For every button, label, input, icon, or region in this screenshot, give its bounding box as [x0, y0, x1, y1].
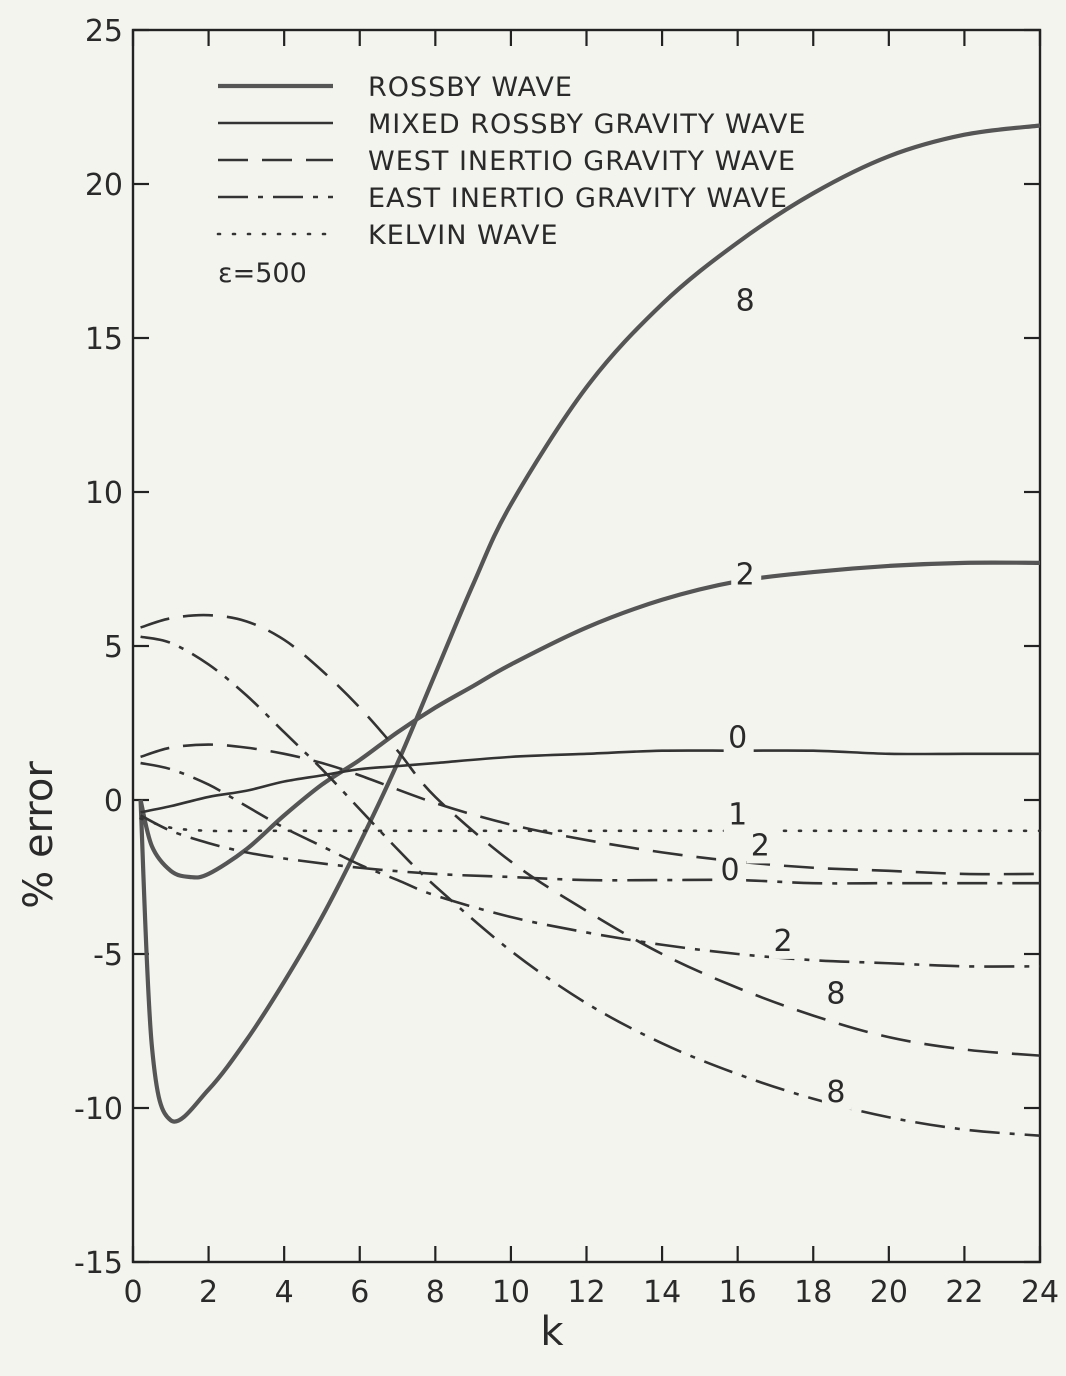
curve-label-bg: [821, 977, 852, 1012]
curve-label-bg: [731, 284, 762, 319]
east-curve: [140, 761, 1041, 968]
legend-label-west: WEST INERTIO GRAVITY WAVE: [368, 146, 796, 177]
curve-label: 2: [751, 828, 770, 863]
x-tick-label: 0: [123, 1275, 142, 1310]
x-tick-label: 2: [199, 1275, 218, 1310]
curve-label: 8: [736, 283, 755, 318]
x-tick-label: 24: [1021, 1275, 1059, 1310]
curve-label-bg: [769, 924, 800, 959]
rossby-curve: [138, 560, 1041, 880]
x-axis-label: k: [540, 1309, 564, 1355]
y-tick-label: 15: [85, 322, 123, 357]
y-tick-label: -10: [74, 1092, 123, 1127]
x-tick-label: 8: [426, 1275, 445, 1310]
curve-label: 0: [728, 721, 747, 756]
curve-label: 2: [773, 924, 792, 959]
curve-label-bg: [723, 721, 754, 756]
x-tick-label: 12: [567, 1275, 605, 1310]
curve-label-bg: [716, 854, 747, 889]
y-tick-label: 20: [85, 168, 123, 203]
curve-label: 8: [826, 976, 845, 1011]
curve-label-bg: [746, 829, 777, 864]
data-curves: [138, 123, 1042, 1138]
y-tick-label: 25: [85, 14, 123, 49]
x-tick-label: 16: [719, 1275, 757, 1310]
legend-label-mixed: MIXED ROSSBY GRAVITY WAVE: [368, 109, 806, 140]
west-curve: [140, 743, 1041, 876]
rossby-curve: [138, 123, 1041, 1124]
curve-label: 0: [721, 853, 740, 888]
curve-label-bg: [731, 558, 762, 593]
plot-frame: [131, 28, 1042, 1264]
curve-label-bg: [723, 798, 754, 833]
curve-label: 8: [826, 1075, 845, 1110]
x-tick-label: 10: [492, 1275, 530, 1310]
y-tick-label: -5: [93, 938, 123, 973]
y-tick-label: 0: [104, 784, 123, 819]
legend: ROSSBY WAVE MIXED ROSSBY GRAVITY WAVE WEST…: [216, 72, 806, 289]
mixed-curve: [140, 749, 1040, 814]
epsilon-annotation: ε=500: [218, 258, 307, 289]
x-tick-label: 4: [275, 1275, 294, 1310]
x-tick-label: 20: [870, 1275, 908, 1310]
legend-label-kelvin: KELVIN WAVE: [368, 220, 559, 251]
x-tick-label: 14: [643, 1275, 681, 1310]
y-tick-label: 5: [104, 630, 123, 665]
x-tick-label: 6: [350, 1275, 369, 1310]
curve-label-bg: [821, 1075, 852, 1110]
legend-label-rossby: ROSSBY WAVE: [368, 72, 573, 103]
curve-label: 2: [736, 557, 755, 592]
legend-label-east: EAST INERTIO GRAVITY WAVE: [368, 183, 788, 214]
y-tick-label: -15: [74, 1246, 123, 1281]
y-tick-label: 10: [85, 476, 123, 511]
y-axis-label: % error: [16, 761, 62, 909]
east-curve: [140, 635, 1041, 1138]
x-tick-label: 22: [945, 1275, 983, 1310]
east-curve: [139, 814, 1040, 885]
x-tick-label: 18: [794, 1275, 832, 1310]
plot-area: [131, 28, 1042, 1264]
curve-label: 1: [728, 798, 747, 833]
west-curve: [140, 613, 1041, 1057]
